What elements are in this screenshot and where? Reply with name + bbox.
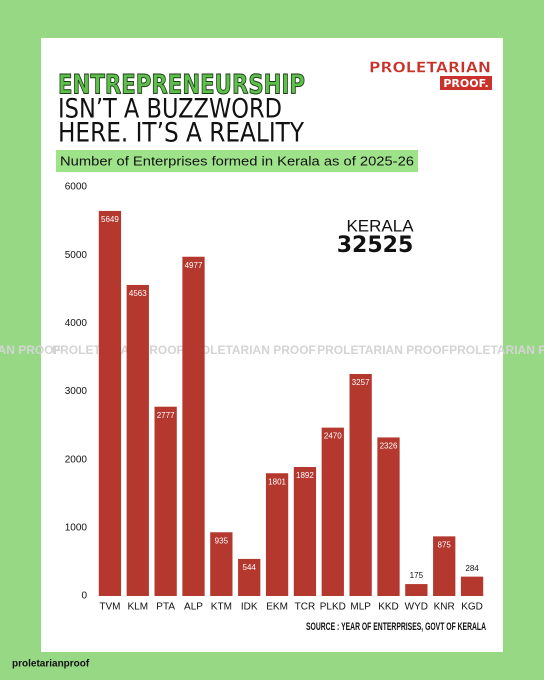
bar — [210, 532, 233, 596]
value-label: 2326 — [380, 442, 398, 451]
x-tick-label: KLM — [128, 602, 149, 613]
x-tick-label: PTA — [156, 602, 175, 613]
chart-subtitle: Number of Enterprises formed in Kerala a… — [60, 153, 414, 168]
value-label: 175 — [410, 571, 424, 580]
bar — [154, 406, 177, 596]
chart-title-line: ISN’T A BUZZWORD — [58, 94, 282, 125]
chart-title-line: HERE. IT’S A REALITY — [58, 118, 304, 149]
bar — [293, 467, 317, 596]
bar — [126, 284, 149, 596]
x-tick-label: KNR — [434, 602, 455, 613]
footer-handle: proletarianproof — [12, 659, 90, 670]
x-tick-label: KTM — [211, 602, 232, 613]
x-tick-label: ALP — [184, 602, 203, 613]
y-tick-label: 2000 — [65, 454, 88, 465]
value-label: 935 — [215, 536, 229, 545]
bar — [405, 584, 428, 596]
watermark: PROLETARIAN PROOF — [0, 343, 61, 357]
x-tick-label: KKD — [378, 602, 399, 613]
logo-box — [440, 76, 492, 90]
subtitle-highlight — [56, 150, 418, 172]
value-label: 875 — [438, 540, 452, 549]
watermark: PROLETARIAN PROOF — [449, 343, 544, 357]
bar — [377, 437, 400, 596]
value-label: 284 — [465, 564, 479, 573]
bar — [98, 210, 122, 596]
watermark: PROLETARIAN PROOF — [184, 343, 316, 357]
x-tick-label: IDK — [241, 602, 258, 613]
value-label: 1801 — [268, 477, 286, 486]
bar — [349, 373, 372, 596]
x-tick-label: WYD — [405, 602, 428, 613]
value-label: 2470 — [324, 432, 342, 441]
logo-top: PROLETARIAN — [369, 59, 491, 77]
chart-title-line: ENTREPRENEURSHIP — [58, 70, 305, 101]
annotation-label: KERALA — [346, 216, 414, 235]
bar — [321, 427, 344, 596]
watermark: PROLETARIAN PROOF — [317, 343, 449, 357]
x-tick-label: EKM — [266, 602, 288, 613]
x-tick-label: TVM — [99, 602, 120, 613]
value-label: 3257 — [352, 378, 370, 387]
y-tick-label: 5000 — [65, 250, 88, 261]
bar — [460, 576, 484, 596]
y-tick-label: 3000 — [65, 386, 88, 397]
annotation-value: 32525 — [337, 233, 414, 258]
bar — [238, 558, 261, 596]
x-tick-label: PLKD — [320, 602, 346, 613]
x-tick-label: TCR — [295, 602, 316, 613]
x-tick-label: KGD — [461, 602, 483, 613]
y-tick-label: 1000 — [65, 522, 88, 533]
y-tick-label: 6000 — [65, 182, 88, 193]
value-label: 4977 — [185, 261, 203, 270]
value-label: 1892 — [296, 471, 314, 480]
value-label: 5649 — [101, 215, 119, 224]
value-label: 2777 — [157, 411, 175, 420]
value-label: 4563 — [129, 289, 147, 298]
bar — [265, 473, 289, 596]
source-note: SOURCE : YEAR OF ENTERPRISES, GOVT OF KE… — [306, 621, 486, 633]
logo-bottom: PROOF. — [443, 77, 488, 90]
value-label: 544 — [243, 563, 257, 572]
y-tick-label: 4000 — [65, 318, 88, 329]
x-tick-label: MLP — [350, 602, 371, 613]
bar — [182, 256, 205, 596]
bar — [433, 536, 456, 596]
y-tick-label: 0 — [81, 591, 87, 602]
